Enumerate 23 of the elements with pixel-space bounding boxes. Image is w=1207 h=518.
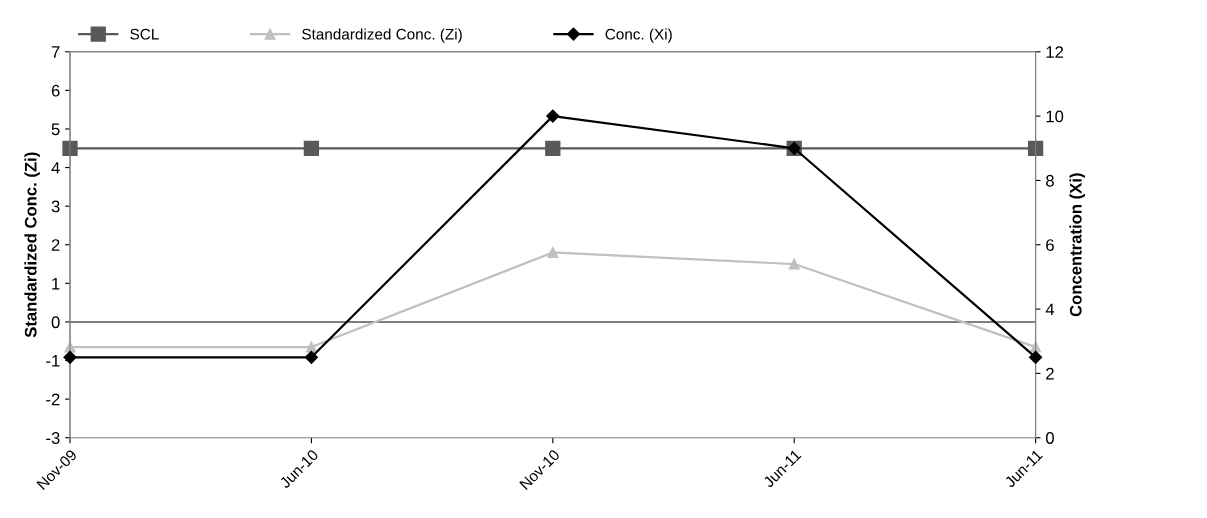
y-tick-label: 2 — [51, 239, 60, 251]
y-tick-label: 6 — [51, 84, 60, 97]
y-tick-label: 5 — [51, 123, 60, 136]
legend-label: SCL — [130, 28, 159, 40]
y2-tick-label: 12 — [1046, 46, 1064, 58]
y-tick-label: 7 — [51, 46, 60, 58]
y-tick-label: 4 — [51, 162, 60, 174]
legend-label: Standardized Conc. (Zi) — [302, 28, 462, 43]
legend-label: Conc. (Xi) — [605, 28, 672, 43]
y-tick-label: 3 — [51, 200, 60, 213]
y2-tick-label: 10 — [1046, 110, 1064, 123]
y2-tick-label: 6 — [1046, 239, 1054, 251]
y-tick-label: -2 — [46, 393, 60, 406]
y2-tick-label: 0 — [1045, 432, 1054, 444]
y-tick-label: -3 — [46, 432, 60, 444]
y2-tick-label: 2 — [1046, 367, 1054, 380]
y-tick-label: -1 — [46, 355, 60, 367]
y2-tick-label: 4 — [1045, 303, 1055, 316]
y2-tick-label: 8 — [1046, 174, 1054, 187]
y-tick-label: 0 — [51, 316, 60, 329]
y-axis-title: Standardized Conc. (Zi) — [24, 152, 40, 338]
y-tick-label: 1 — [52, 277, 60, 290]
y2-axis-title: Concentration (Xi) — [1069, 173, 1085, 317]
